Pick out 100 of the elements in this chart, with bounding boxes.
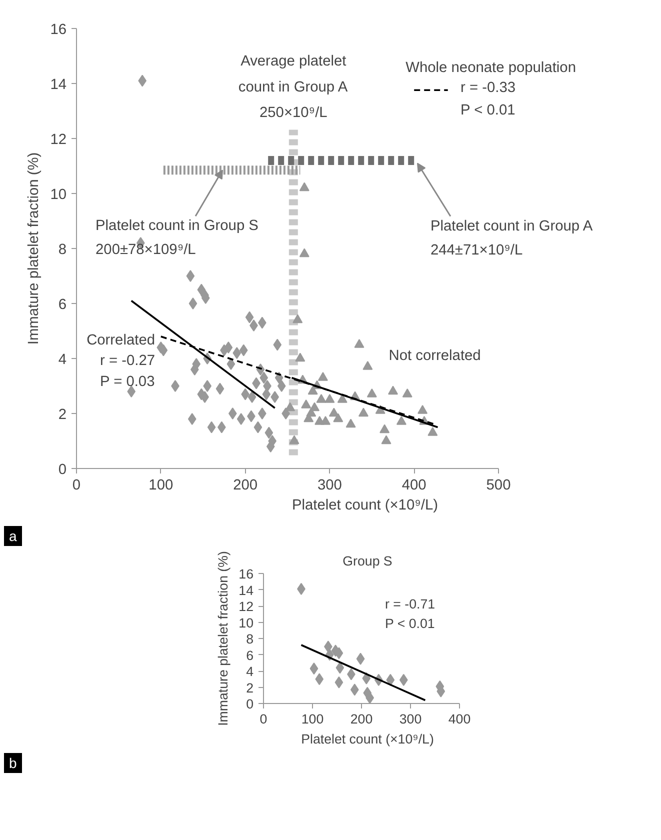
point [310, 662, 318, 675]
point [264, 426, 274, 439]
point [358, 408, 368, 417]
annotation: Correlated r = -0.27 P = 0.03 [86, 332, 155, 390]
annotation: r = -0.71 P < 0.01 [385, 596, 436, 632]
point [239, 344, 248, 356]
point [402, 388, 412, 398]
y-tick-label: 6 [58, 297, 67, 313]
point [236, 413, 246, 425]
point [263, 380, 272, 392]
point [310, 402, 320, 412]
point [245, 311, 254, 324]
y-axis-title: Immature platelet fraction (%) [216, 551, 231, 726]
point [289, 435, 300, 444]
point [337, 394, 348, 403]
x-tick-label: 100 [301, 712, 324, 726]
point [380, 424, 390, 434]
point [260, 372, 268, 384]
point [418, 405, 428, 414]
y-tick-label: 2 [246, 680, 254, 696]
point [320, 416, 330, 425]
x-tick-label: 0 [260, 712, 268, 726]
legend-title: Whole neonate population [406, 60, 576, 76]
text: a [9, 527, 17, 546]
y-tick-label: 10 [238, 615, 254, 630]
point [232, 347, 242, 359]
point [354, 339, 364, 348]
point [224, 342, 233, 354]
x-tick-label: 200 [233, 478, 258, 494]
point [282, 408, 290, 420]
point [188, 298, 198, 310]
y-tick-label: 10 [50, 187, 67, 203]
annotation: Not correlated [388, 348, 481, 364]
point [273, 338, 282, 351]
y-tick-label: 4 [246, 664, 254, 679]
point [333, 413, 344, 422]
point [127, 386, 136, 398]
point [248, 391, 256, 403]
y-tick-label: 12 [238, 599, 254, 614]
point [203, 380, 212, 392]
point [362, 672, 371, 684]
y-tick-label: 8 [58, 242, 67, 258]
x-tick-label: 200 [350, 712, 373, 726]
point [228, 408, 237, 420]
y-tick-label: 16 [50, 22, 67, 38]
ref-line-label: Average platelet count in Group A 250×10⁹/L [238, 54, 348, 121]
legend-label: r = -0.33 P < 0.01 [460, 80, 516, 118]
point [328, 408, 339, 417]
point [350, 684, 359, 696]
y-tick-label: 0 [58, 462, 67, 478]
point [428, 427, 438, 436]
point [250, 320, 258, 332]
point [396, 416, 406, 425]
chart-title: Group S [342, 554, 392, 568]
y-tick-label: 6 [246, 648, 254, 663]
point [301, 400, 312, 408]
y-tick-label: 14 [50, 77, 67, 93]
x-tick-label: 300 [317, 478, 342, 494]
x-tick-label: 0 [72, 478, 81, 494]
point [200, 391, 209, 403]
point [270, 391, 280, 403]
point [356, 652, 365, 665]
point [292, 314, 303, 324]
point [399, 674, 408, 686]
y-tick-label: 4 [58, 352, 67, 368]
point [334, 676, 344, 688]
point [186, 270, 195, 282]
point [388, 386, 398, 395]
point [316, 394, 326, 403]
point [324, 394, 335, 403]
text: b [9, 754, 17, 773]
annotation: Platelet count in Group S 200±78×109⁹/L [96, 218, 259, 258]
y-axis-title: Immature platelet fraction (%) [26, 152, 42, 345]
point [362, 361, 373, 370]
point [299, 182, 310, 192]
point [299, 248, 310, 258]
x-tick-label: 400 [402, 478, 426, 494]
x-tick-label: 400 [448, 712, 471, 726]
point [386, 674, 395, 686]
x-axis-title: Platelet count (×10⁹/L) [292, 498, 438, 514]
point [188, 413, 196, 425]
point [207, 421, 216, 434]
point [254, 421, 262, 434]
y-tick-label: 0 [246, 696, 254, 712]
point [315, 673, 324, 686]
point [171, 380, 180, 392]
x-axis-title: Platelet count (×10⁹/L) [301, 732, 434, 746]
point [295, 352, 306, 362]
point [318, 372, 328, 381]
point [226, 358, 236, 370]
point [336, 662, 344, 674]
point [258, 408, 266, 420]
y-tick-label: 16 [238, 566, 254, 582]
y-tick-label: 8 [246, 632, 254, 646]
point [381, 435, 392, 444]
y-tick-label: 12 [50, 132, 67, 148]
x-tick-label: 300 [399, 712, 422, 726]
point [366, 388, 377, 398]
y-tick-label: 2 [58, 407, 67, 423]
y-tick-label: 14 [238, 582, 254, 598]
